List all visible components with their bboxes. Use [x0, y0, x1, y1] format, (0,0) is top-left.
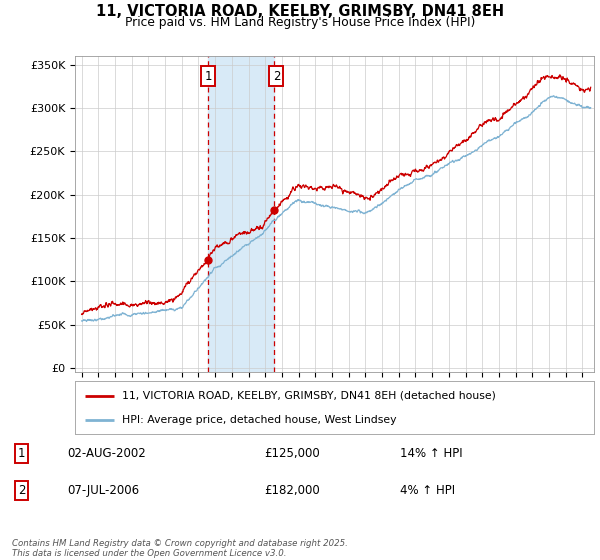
Bar — [208, 56, 274, 372]
Text: HPI: Average price, detached house, West Lindsey: HPI: Average price, detached house, West… — [122, 414, 396, 424]
Text: 4% ↑ HPI: 4% ↑ HPI — [400, 484, 455, 497]
Text: 02-AUG-2002: 02-AUG-2002 — [68, 447, 146, 460]
Text: Contains HM Land Registry data © Crown copyright and database right 2025.
This d: Contains HM Land Registry data © Crown c… — [12, 539, 348, 558]
Text: 07-JUL-2006: 07-JUL-2006 — [68, 484, 140, 497]
Text: 2: 2 — [18, 484, 25, 497]
Text: £125,000: £125,000 — [265, 447, 320, 460]
Text: 11, VICTORIA ROAD, KEELBY, GRIMSBY, DN41 8EH (detached house): 11, VICTORIA ROAD, KEELBY, GRIMSBY, DN41… — [122, 391, 496, 401]
Text: £182,000: £182,000 — [265, 484, 320, 497]
Text: 1: 1 — [205, 69, 212, 82]
Text: Price paid vs. HM Land Registry's House Price Index (HPI): Price paid vs. HM Land Registry's House … — [125, 16, 475, 29]
Text: 1: 1 — [18, 447, 25, 460]
Text: 14% ↑ HPI: 14% ↑ HPI — [400, 447, 463, 460]
Text: 11, VICTORIA ROAD, KEELBY, GRIMSBY, DN41 8EH: 11, VICTORIA ROAD, KEELBY, GRIMSBY, DN41… — [96, 4, 504, 19]
Text: 2: 2 — [272, 69, 280, 82]
